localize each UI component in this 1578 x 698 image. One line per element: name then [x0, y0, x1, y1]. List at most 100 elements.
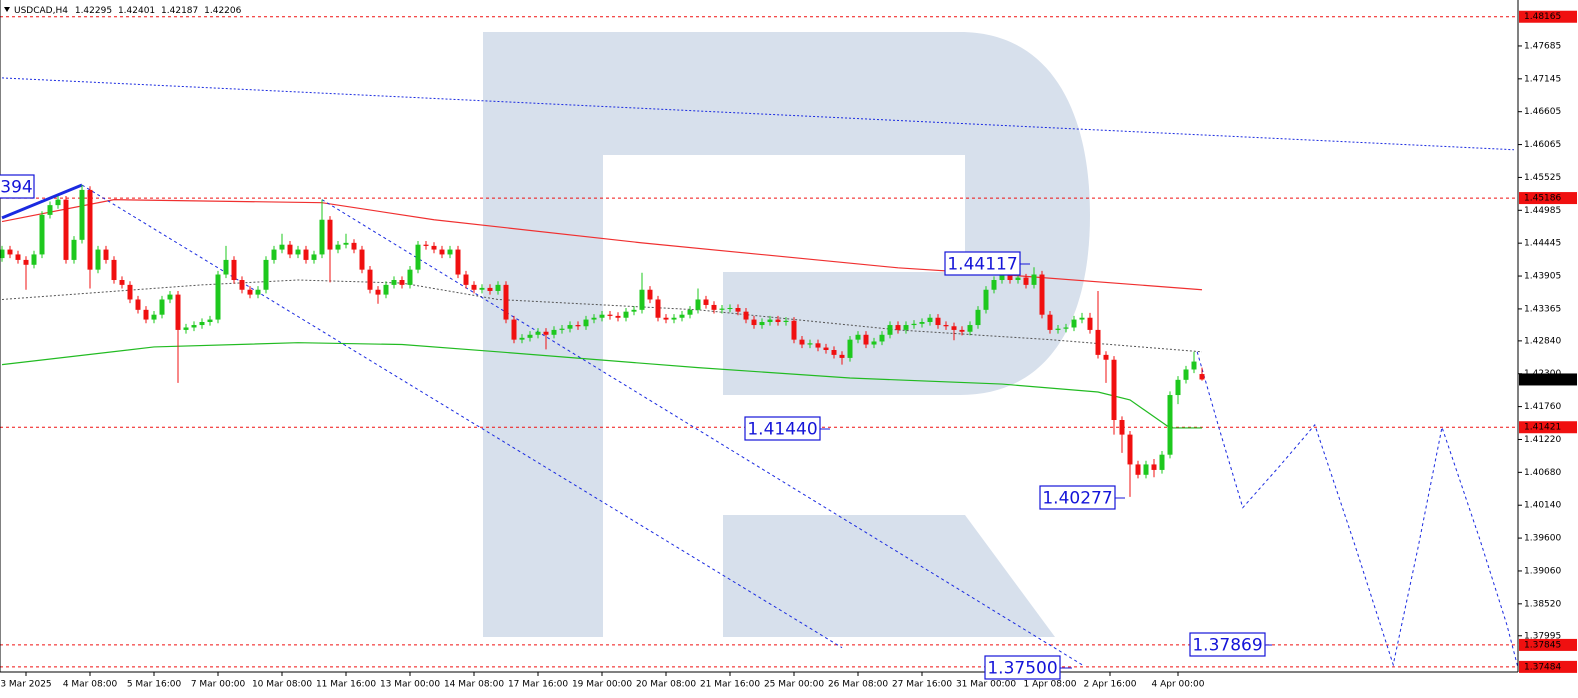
candle-body	[719, 308, 725, 310]
candle-body	[215, 274, 221, 320]
candle-body	[15, 254, 21, 260]
candle-body	[127, 284, 133, 300]
candle-body	[303, 249, 309, 260]
candle-body	[431, 245, 437, 250]
y-tick-label: 1.42840	[1524, 336, 1561, 346]
header-open: 1.42295	[75, 6, 112, 16]
candle-body	[1095, 329, 1101, 355]
candle-body	[1135, 464, 1141, 475]
candle-body	[823, 347, 829, 350]
candle-body	[559, 328, 565, 330]
candle-body	[55, 199, 61, 206]
annotation: 1.44117	[947, 255, 1017, 275]
candle-body	[639, 289, 645, 310]
candle-body	[391, 280, 397, 285]
candle-body	[831, 350, 837, 355]
candle-body	[1023, 277, 1029, 285]
y-tick-label: 1.41220	[1524, 435, 1561, 445]
candle-body	[839, 354, 845, 358]
x-tick-label: 3 Mar 2025	[0, 680, 51, 690]
candle-body	[343, 242, 349, 245]
candle-body	[863, 334, 869, 345]
candle-body	[335, 244, 341, 250]
candle-body	[159, 299, 165, 315]
candle-body	[359, 249, 365, 270]
candle-body	[455, 249, 461, 275]
x-tick-label: 17 Mar 16:00	[508, 680, 568, 690]
y-tick-label: 1.44445	[1524, 239, 1561, 249]
annotation: 1.37500	[987, 659, 1057, 679]
candle-body	[87, 189, 93, 270]
candle-body	[519, 337, 525, 340]
x-tick-label: 13 Mar 00:00	[380, 680, 440, 690]
candle-body	[351, 242, 357, 250]
y-tick-label: 1.47145	[1524, 74, 1561, 84]
candle-body	[695, 299, 701, 310]
indicator-line	[321, 199, 1083, 666]
x-tick-label: 11 Mar 16:00	[316, 680, 376, 690]
x-tick-label: 25 Mar 00:00	[764, 680, 824, 690]
candle-body	[479, 287, 485, 290]
y-tick-label: 1.39060	[1524, 566, 1561, 576]
candle-body	[95, 249, 101, 270]
candle-body	[1031, 274, 1037, 285]
candle-body	[415, 244, 421, 270]
candle-body	[687, 309, 693, 315]
x-tick-label: 31 Mar 00:00	[956, 680, 1016, 690]
candle-body	[1071, 319, 1077, 328]
candle-body	[311, 254, 317, 260]
candle-body	[39, 214, 45, 255]
candle-body	[791, 320, 797, 340]
candle-body	[1199, 374, 1205, 380]
candle-body	[503, 284, 509, 320]
y-tick-label: 1.46065	[1524, 140, 1561, 150]
candle-body	[31, 254, 37, 265]
candle-body	[1175, 379, 1181, 396]
candle-body	[751, 319, 757, 326]
candle-body	[279, 244, 285, 250]
symbol: USDCAD,H4	[14, 6, 68, 16]
candle-body	[7, 249, 13, 255]
candle-body	[759, 322, 765, 326]
candle-body	[327, 219, 333, 250]
y-tick-label: 1.39600	[1524, 534, 1561, 544]
y-tick-label: 1.45525	[1524, 173, 1561, 183]
candle-body	[1087, 317, 1093, 330]
candle-body	[271, 249, 277, 260]
candle-body	[207, 319, 213, 322]
y-tick-label: 1.44985	[1524, 206, 1561, 216]
indicator-line	[1, 77, 1515, 151]
candle-body	[47, 205, 53, 215]
candle-body	[927, 317, 933, 322]
candle-body	[631, 309, 637, 312]
candle-body	[375, 289, 381, 295]
candle-body	[903, 325, 909, 330]
level-label-box	[1519, 660, 1577, 673]
candle-body	[1007, 274, 1013, 280]
candle-body	[1151, 464, 1157, 470]
indicator-line	[1196, 351, 1519, 668]
candle-body	[1167, 395, 1173, 455]
candle-body	[463, 274, 469, 285]
candle-body	[943, 325, 949, 327]
candle-body	[743, 311, 749, 320]
candle-body	[471, 284, 477, 290]
candle-body	[1143, 464, 1149, 475]
x-tick-label: 4 Apr 00:00	[1152, 680, 1205, 690]
candle-body	[703, 299, 709, 305]
header-arrow	[4, 7, 10, 12]
x-tick-label: 2 Apr 16:00	[1084, 680, 1137, 690]
candle-body	[71, 239, 77, 260]
candle-body	[151, 314, 157, 320]
current-price-box	[1519, 373, 1577, 386]
x-tick-label: 1 Apr 08:00	[1024, 680, 1077, 690]
current-price-label: 1.42206	[1524, 375, 1561, 385]
y-tick-label: 1.41760	[1524, 402, 1561, 412]
candle-body	[623, 311, 629, 318]
candle-body	[679, 314, 685, 318]
candle-body	[607, 314, 613, 316]
candle-body	[671, 317, 677, 320]
candle-body	[399, 280, 405, 285]
candle-body	[583, 319, 589, 327]
candle-body	[175, 294, 181, 330]
